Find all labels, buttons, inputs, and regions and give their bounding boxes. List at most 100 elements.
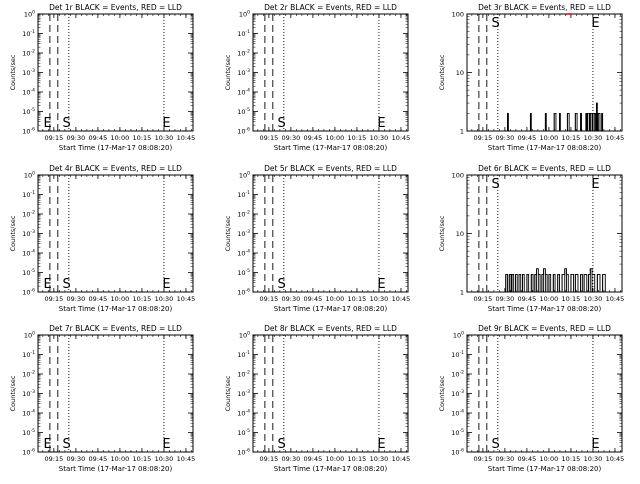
x-tick-label: 10:30 [155,455,174,463]
x-tick-label: 10:15 [348,295,367,303]
y-tick-base: 10 [237,30,245,38]
x-tick-label: 10:45 [177,295,196,303]
y-tick-label: 100 [239,10,250,19]
x-tick-label: 09:30 [282,295,301,303]
y-tick-exponent: -6 [460,448,465,454]
time-marker-label: S [63,277,71,292]
y-tick-label: 10-3 [22,229,35,238]
y-tick-base: 10 [451,371,459,379]
x-tick-label: 10:30 [370,295,389,303]
x-axis-label: Start Time (17-Mar-17 08:08:20) [274,465,388,473]
time-marker-label: E [162,437,170,452]
y-axis-label: Counts/sec [9,215,17,251]
x-tick-label: 09:15 [259,455,278,463]
y-tick-base: 10 [22,269,30,277]
y-tick-label: 100 [239,331,250,340]
y-tick-exponent: -6 [246,127,251,133]
y-tick-base: 10 [22,351,30,359]
y-tick-exponent: -4 [460,409,465,415]
x-tick-label: 10:45 [392,134,411,142]
y-tick-base: 10 [451,449,459,457]
panel-4: Det 4r BLACK = Events, RED = LLD Counts/s… [9,164,195,313]
y-tick-label: 100 [452,172,464,180]
y-tick-label: 10-3 [237,389,250,398]
y-tick-exponent: -2 [460,370,465,376]
y-tick-label: 10-1 [237,350,250,359]
x-tick-label: 09:45 [89,134,108,142]
y-tick-label: 10-3 [451,389,464,398]
time-marker-label: S [63,116,71,131]
y-tick-label: 100 [453,331,464,340]
y-tick-label: 100 [24,171,35,180]
y-tick-label: 10-2 [237,49,250,58]
y-tick-exponent: -5 [31,107,36,113]
x-tick-label: 10:45 [392,295,411,303]
panel-title: Det 4r BLACK = Events, RED = LLD [49,164,182,173]
y-tick-base: 10 [22,108,30,116]
time-marker-label: E [377,116,385,131]
x-tick-label: 10:30 [584,455,603,463]
y-tick-label: 10-6 [22,288,35,297]
y-tick-label: 10-4 [22,409,35,418]
x-tick-label: 09:30 [496,295,515,303]
x-tick-label: 10:45 [177,134,196,142]
x-tick-label: 10:00 [326,295,345,303]
x-tick-label: 09:45 [518,295,537,303]
y-tick-exponent: -3 [246,68,251,74]
x-tick-label: 10:30 [370,455,389,463]
y-tick-exponent: -2 [31,370,36,376]
x-tick-label: 09:15 [44,134,63,142]
panel-title: Det 2r BLACK = Events, RED = LLD [264,3,397,12]
y-tick-label: 10-6 [237,288,250,297]
y-tick-label: 10 [456,230,464,238]
y-tick-base: 10 [22,250,30,258]
y-tick-label: 10-1 [237,190,250,199]
y-tick-base: 10 [237,371,245,379]
y-tick-base: 10 [237,390,245,398]
y-tick-base: 10 [237,89,245,97]
x-tick-label: 10:45 [606,295,625,303]
time-marker-label: E [591,437,599,452]
time-marker-label: S [278,437,286,452]
x-tick-label: 10:15 [133,295,152,303]
time-marker-label: S [492,177,500,192]
y-tick-base: 10 [22,410,30,418]
x-tick-label: 10:15 [348,455,367,463]
y-tick-base: 10 [22,128,30,136]
time-marker-label: S [278,277,286,292]
y-tick-label: 10-2 [237,210,250,219]
x-axis-label: Start Time (17-Mar-17 08:08:20) [488,465,602,473]
y-axis-label: Counts/sec [438,215,446,251]
y-tick-exponent: -4 [31,249,36,255]
panel-title: Det 5r BLACK = Events, RED = LLD [264,164,397,173]
y-axis-label: Counts/sec [224,54,232,90]
y-tick-base: 10 [237,211,245,219]
y-tick-label: 100 [24,331,35,340]
y-tick-label: 10-1 [22,190,35,199]
y-tick-label: 10-1 [22,29,35,38]
time-marker-label: E [591,16,599,31]
panel-7: Det 7r BLACK = Events, RED = LLD Counts/s… [9,324,195,473]
y-tick-exponent: -2 [246,370,251,376]
x-tick-label: 10:30 [155,295,174,303]
x-tick-label: 10:30 [584,134,603,142]
time-marker-label: S [492,437,500,452]
panel-title: Det 8r BLACK = Events, RED = LLD [264,324,397,333]
y-tick-label: 10-6 [237,127,250,136]
y-tick-base: 10 [451,351,459,359]
y-tick-exponent: -3 [31,229,36,235]
y-tick-label: 1 [460,289,464,297]
x-axis-label: Start Time (17-Mar-17 08:08:20) [59,465,173,473]
y-tick-base: 10 [237,410,245,418]
y-tick-exponent: -1 [31,350,36,356]
y-tick-label: 10-6 [451,448,464,457]
y-tick-base: 10 [22,191,30,199]
x-tick-label: 10:00 [540,455,559,463]
y-tick-base: 10 [22,230,30,238]
x-tick-label: 10:00 [326,134,345,142]
x-tick-label: 09:45 [304,134,323,142]
y-tick-label: 10-1 [451,350,464,359]
y-tick-label: 10-4 [22,88,35,97]
y-tick-exponent: -1 [31,29,36,35]
